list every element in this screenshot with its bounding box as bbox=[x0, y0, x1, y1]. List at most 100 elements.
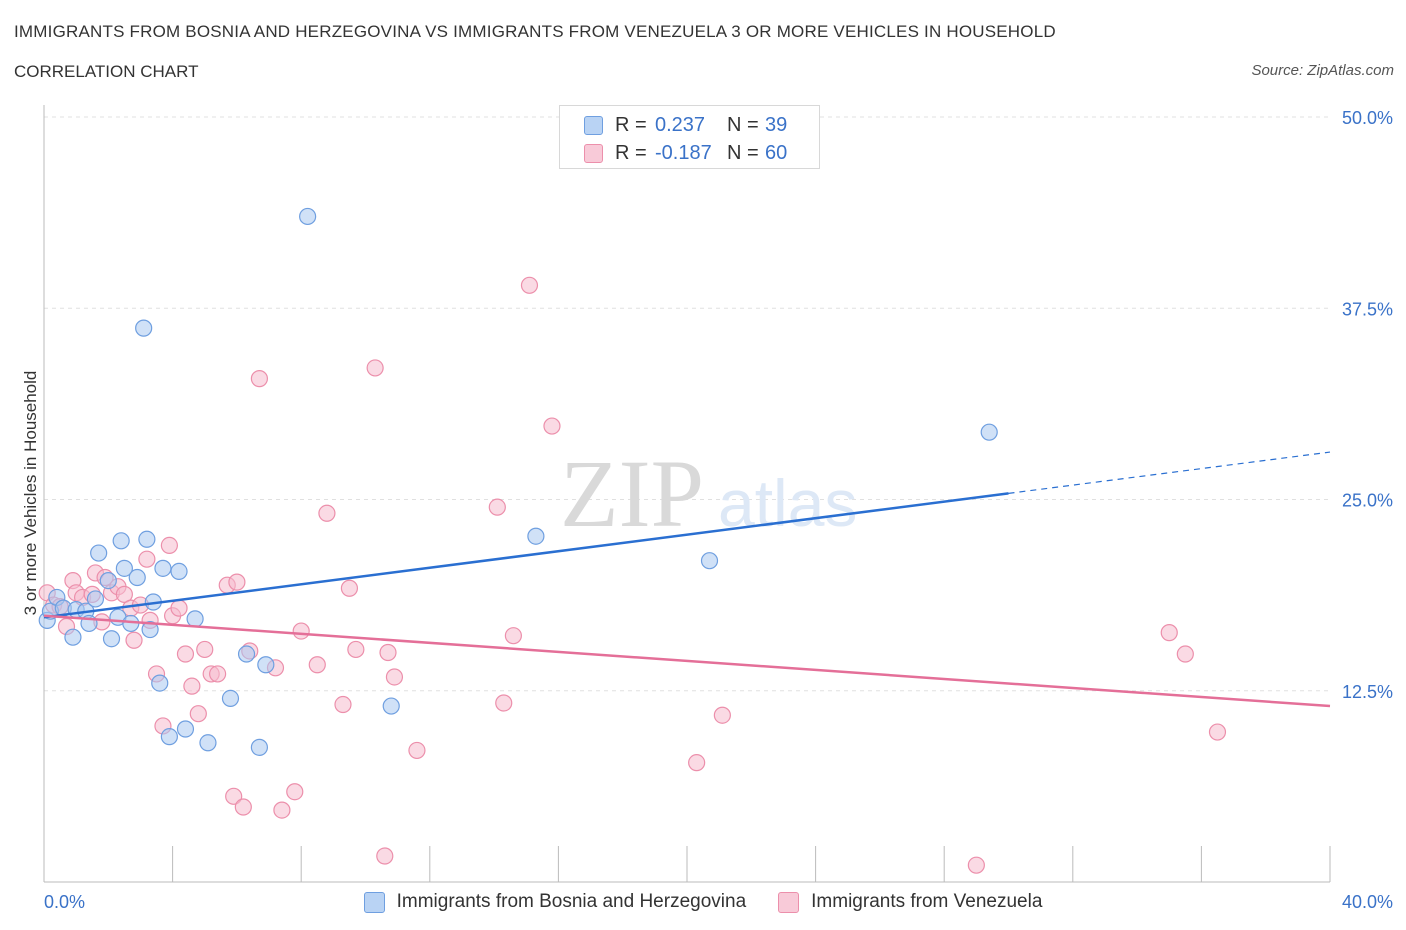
legend-n-label: N = bbox=[727, 113, 759, 136]
legend-n-value: 39 bbox=[765, 113, 788, 136]
data-point-venezuela bbox=[138, 550, 156, 568]
y-tick-label: 50.0% bbox=[1342, 108, 1393, 128]
source-credit: Source: ZipAtlas.com bbox=[1251, 62, 1394, 79]
data-point-venezuela bbox=[376, 847, 394, 865]
data-point-bosnia bbox=[299, 207, 317, 226]
chart-subtitle: CORRELATION CHART bbox=[14, 62, 199, 81]
data-point-venezuela bbox=[340, 579, 359, 597]
trend-line-venezuela bbox=[43, 614, 1331, 708]
data-point-bosnia bbox=[128, 568, 146, 587]
data-point-bosnia bbox=[138, 530, 156, 548]
data-point-venezuela bbox=[967, 856, 985, 874]
data-point-venezuela bbox=[183, 677, 201, 695]
data-point-bosnia bbox=[102, 630, 121, 648]
data-point-bosnia bbox=[382, 697, 400, 715]
data-point-bosnia bbox=[170, 562, 188, 581]
watermark-zip: ZIP bbox=[560, 440, 704, 547]
data-point-bosnia bbox=[154, 559, 172, 577]
data-point-venezuela bbox=[504, 627, 522, 645]
data-point-bosnia bbox=[237, 645, 256, 663]
data-point-venezuela bbox=[250, 370, 269, 388]
trend-line-bosnia bbox=[43, 492, 1009, 619]
data-point-venezuela bbox=[115, 585, 133, 603]
data-point-bosnia bbox=[115, 559, 133, 577]
legend-row-blue: R = 0.237 N = 39 bbox=[584, 114, 787, 136]
data-point-venezuela bbox=[273, 801, 291, 819]
data-point-bosnia bbox=[176, 720, 195, 738]
data-point-bosnia bbox=[135, 319, 153, 337]
data-point-venezuela bbox=[1208, 723, 1227, 741]
chart-title: IMMIGRANTS FROM BOSNIA AND HERZEGOVINA V… bbox=[14, 22, 1056, 41]
blue-swatch bbox=[363, 891, 385, 913]
x-tick-label-max: 40.0% bbox=[1342, 892, 1393, 912]
data-point-bosnia bbox=[151, 674, 169, 692]
pink-swatch bbox=[778, 891, 800, 913]
legend-r-value: -0.187 bbox=[655, 141, 712, 164]
data-point-venezuela bbox=[495, 694, 513, 712]
data-point-bosnia bbox=[221, 689, 240, 708]
data-point-venezuela bbox=[318, 504, 336, 522]
legend-item-venezuela[interactable]: Immigrants from Venezuela bbox=[778, 889, 1042, 915]
data-point-bosnia bbox=[527, 527, 545, 545]
data-point-venezuela bbox=[176, 645, 195, 663]
data-point-bosnia bbox=[980, 423, 998, 441]
data-point-venezuela bbox=[520, 276, 539, 294]
stats-legend: R = 0.237 N = 39 R = -0.187 N = 60 bbox=[559, 105, 820, 169]
data-point-venezuela bbox=[366, 359, 384, 377]
data-point-bosnia bbox=[86, 590, 105, 608]
legend-r-value: 0.237 bbox=[655, 113, 706, 136]
legend-n-value: 60 bbox=[765, 141, 788, 164]
data-point-venezuela bbox=[488, 498, 506, 516]
data-point-venezuela bbox=[713, 706, 731, 724]
y-tick-label: 37.5% bbox=[1342, 299, 1393, 319]
legend-r-label: R = bbox=[615, 113, 647, 136]
data-point-venezuela bbox=[308, 656, 326, 674]
trend-lines bbox=[43, 451, 1331, 708]
y-tick-label: 25.0% bbox=[1342, 491, 1393, 511]
data-point-venezuela bbox=[1160, 624, 1178, 642]
pink-swatch bbox=[584, 143, 603, 163]
legend-item-bosnia[interactable]: Immigrants from Bosnia and Herzegovina bbox=[363, 889, 746, 915]
data-point-venezuela bbox=[196, 640, 214, 659]
series-legend: Immigrants from Bosnia and Herzegovina I… bbox=[0, 889, 1406, 915]
data-point-venezuela bbox=[209, 665, 227, 683]
legend-n-label: N = bbox=[727, 141, 759, 164]
data-point-bosnia bbox=[199, 734, 217, 752]
y-tick-label: 12.5% bbox=[1342, 682, 1393, 702]
legend-r-label: R = bbox=[615, 141, 647, 164]
data-point-venezuela bbox=[189, 705, 207, 723]
legend-label-venezuela: Immigrants from Venezuela bbox=[811, 891, 1043, 912]
data-point-venezuela bbox=[1176, 645, 1194, 663]
grid bbox=[44, 116, 1330, 692]
data-point-venezuela bbox=[228, 573, 246, 591]
data-point-bosnia bbox=[90, 544, 108, 562]
data-point-venezuela bbox=[225, 787, 243, 805]
legend-row-pink: R = -0.187 N = 60 bbox=[584, 142, 787, 164]
y-tick-labels: 12.5% 25.0% 37.5% 50.0% bbox=[1342, 108, 1393, 702]
data-point-bosnia bbox=[186, 610, 204, 628]
blue-swatch bbox=[584, 115, 603, 135]
series-venezuela bbox=[38, 276, 1227, 874]
data-point-venezuela bbox=[334, 695, 352, 714]
data-point-bosnia bbox=[250, 738, 269, 756]
data-point-venezuela bbox=[543, 417, 561, 435]
data-point-venezuela bbox=[347, 640, 365, 659]
data-point-venezuela bbox=[408, 741, 426, 760]
data-point-bosnia bbox=[141, 620, 159, 639]
axes bbox=[43, 105, 1331, 883]
data-point-venezuela bbox=[292, 622, 310, 640]
data-point-venezuela bbox=[379, 643, 397, 662]
data-point-venezuela bbox=[688, 754, 706, 772]
trend-line-bosnia-extension bbox=[1008, 451, 1331, 494]
data-point-bosnia bbox=[112, 532, 130, 550]
data-point-venezuela bbox=[160, 536, 178, 555]
data-point-venezuela bbox=[234, 798, 252, 816]
data-point-venezuela bbox=[125, 631, 143, 649]
series-bosnia bbox=[38, 207, 998, 756]
data-point-bosnia bbox=[64, 628, 82, 646]
data-point-venezuela bbox=[385, 668, 404, 686]
data-point-bosnia bbox=[700, 552, 719, 570]
y-axis-label: 3 or more Vehicles in Household bbox=[21, 371, 40, 616]
x-tick-label-min: 0.0% bbox=[44, 892, 85, 912]
